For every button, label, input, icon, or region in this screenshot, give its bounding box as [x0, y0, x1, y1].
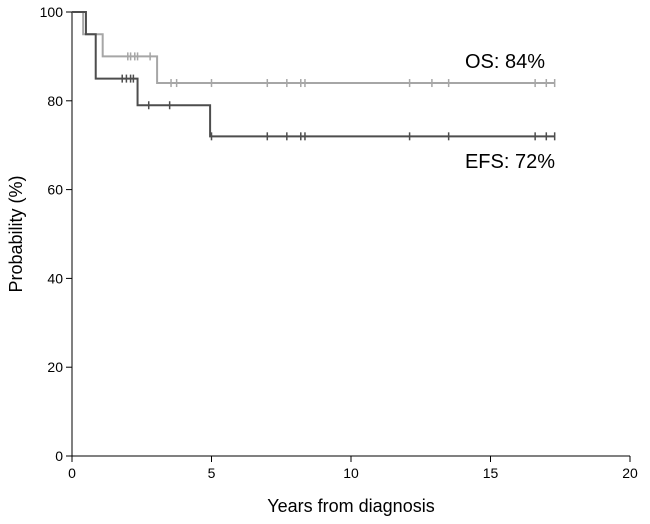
y-tick-label: 40 [47, 270, 63, 286]
y-axis-title: Probability (%) [6, 175, 26, 292]
x-tick-label: 20 [622, 465, 638, 481]
series-line-efs [72, 11, 555, 138]
y-tick-label: 80 [47, 93, 63, 109]
axes [71, 12, 630, 457]
x-ticks: 0 5 10 15 20 [68, 456, 638, 481]
censor-marks [121, 52, 556, 141]
y-tick-label: 20 [47, 359, 63, 375]
series-label-efs: EFS: 72% [465, 151, 555, 173]
y-tick-label: 0 [55, 448, 63, 464]
series-layer [72, 11, 555, 138]
y-tick-label: 60 [47, 182, 63, 198]
series-line-os [72, 11, 555, 85]
x-tick-label: 0 [68, 465, 76, 481]
x-tick-label: 10 [343, 465, 359, 481]
y-ticks: 0 20 40 60 80 100 [40, 4, 72, 464]
y-tick-label: 100 [40, 4, 64, 20]
x-tick-label: 15 [483, 465, 499, 481]
series-label-os: OS: 84% [465, 51, 545, 73]
x-tick-label: 5 [208, 465, 216, 481]
x-axis-title: Years from diagnosis [267, 496, 434, 516]
